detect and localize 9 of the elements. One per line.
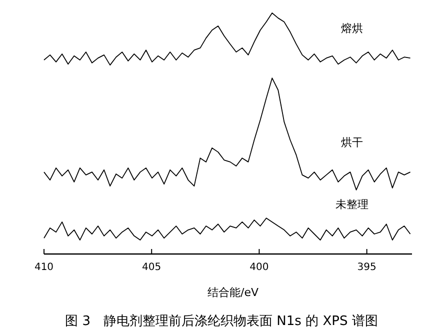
x-axis-title: 结合能/eV bbox=[208, 286, 259, 299]
x-tick-label: 410 bbox=[34, 262, 54, 273]
series-label: 熔烘 bbox=[341, 22, 363, 36]
text: 图 3 静电剂整理前后涤纶织物表面 N1s 的 XPS 谱图 bbox=[65, 313, 378, 329]
series-label: 未整理 bbox=[336, 198, 368, 211]
x-tick-label: 395 bbox=[357, 262, 376, 273]
series-label: 烘干 bbox=[341, 136, 363, 150]
x-tick-label: 405 bbox=[142, 262, 162, 273]
x-tick-label: 400 bbox=[250, 262, 269, 273]
